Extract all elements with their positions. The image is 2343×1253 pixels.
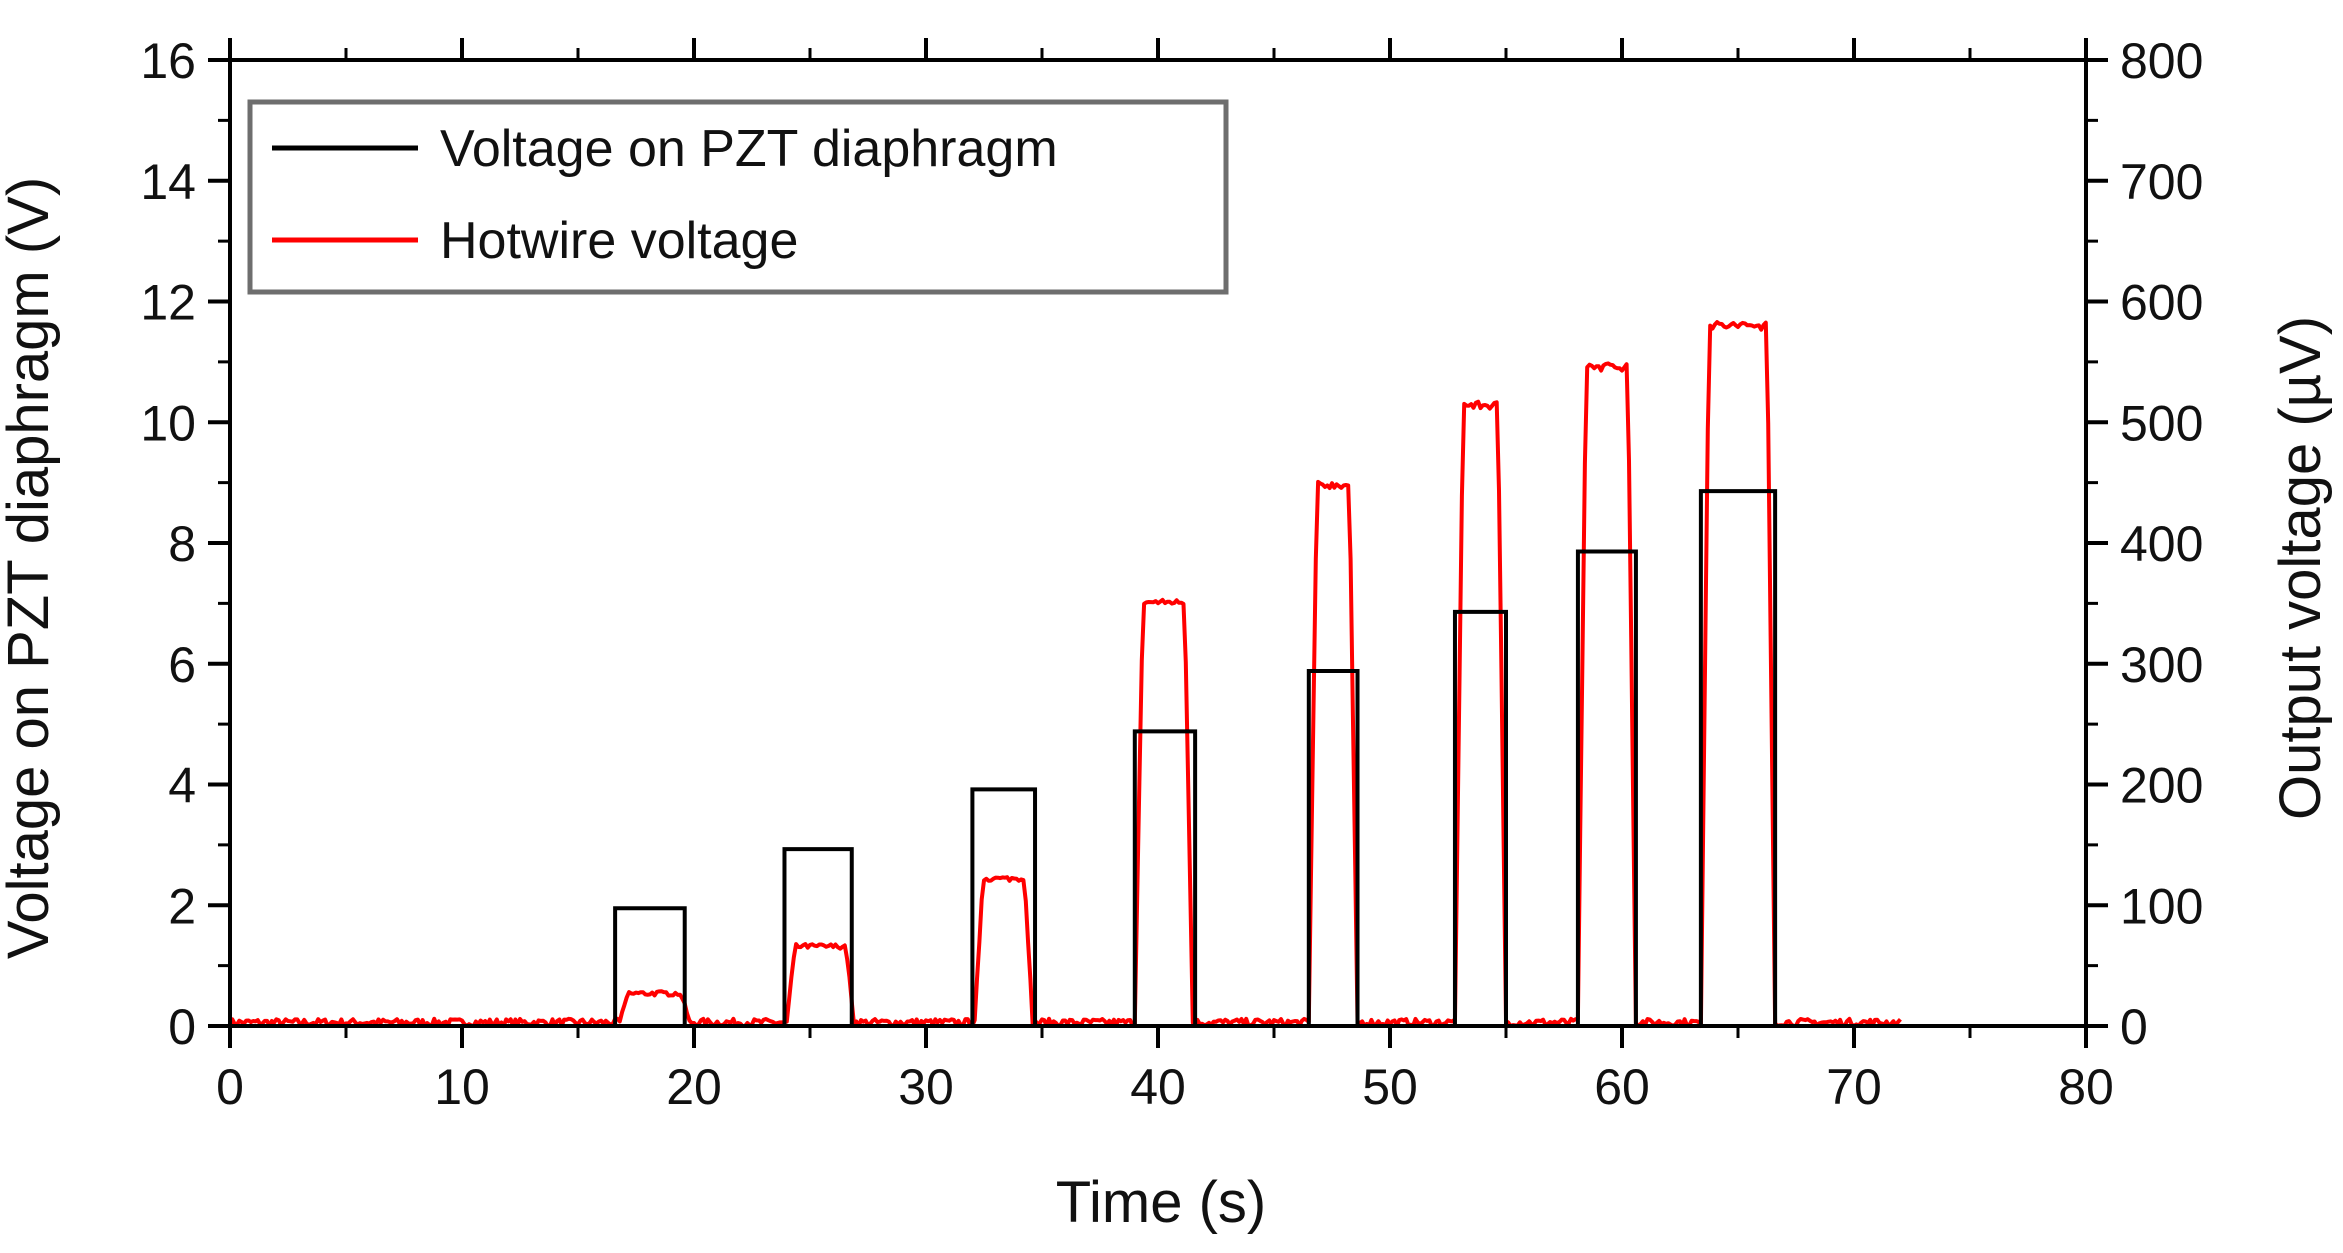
y-right-tick-label: 400: [2120, 516, 2203, 572]
y-left-axis-title: Voltage on PZT diaphragm (V): [0, 177, 61, 959]
x-tick-label: 30: [898, 1059, 954, 1115]
x-tick-label: 0: [216, 1059, 244, 1115]
x-tick-label: 70: [1826, 1059, 1882, 1115]
legend: Voltage on PZT diaphragm Hotwire voltage: [247, 99, 1229, 295]
y-right-tick-label: 300: [2120, 637, 2203, 693]
x-tick-label: 20: [666, 1059, 722, 1115]
x-tick-label: 50: [1362, 1059, 1418, 1115]
y-right-tick-label: 700: [2120, 154, 2203, 210]
x-tick-label: 80: [2058, 1059, 2114, 1115]
x-tick-label: 40: [1130, 1059, 1186, 1115]
legend-label-pzt: Voltage on PZT diaphragm: [440, 120, 1058, 178]
x-tick-label: 10: [434, 1059, 490, 1115]
y-left-tick-label: 16: [140, 33, 196, 89]
legend-label-hotwire: Hotwire voltage: [440, 212, 798, 270]
plot-area: [228, 320, 1902, 1028]
y-left-tick-label: 10: [140, 395, 196, 451]
y-left-tick-label: 14: [140, 154, 196, 210]
y-left-tick-label: 8: [168, 516, 196, 572]
legend-box: [247, 99, 1229, 295]
y-right-axis-title: Output voltage (µV): [2268, 316, 2333, 820]
y-right-tick-label: 100: [2120, 878, 2203, 934]
y-right-tick-label: 600: [2120, 275, 2203, 331]
axes: 0 10 20 30 40 50 60 70 8002468101214160100200300…: [140, 33, 2203, 1115]
x-tick-label: 60: [1594, 1059, 1650, 1115]
y-left-tick-label: 0: [168, 999, 196, 1055]
series-hotwire-line: [228, 320, 1902, 1028]
y-right-tick-label: 800: [2120, 33, 2203, 89]
y-left-tick-label: 4: [168, 758, 196, 814]
y-right-tick-label: 200: [2120, 758, 2203, 814]
x-axis-title: Time (s): [1056, 1170, 1266, 1235]
y-left-tick-label: 12: [140, 275, 196, 331]
y-right-tick-label: 0: [2120, 999, 2148, 1055]
y-left-tick-label: 6: [168, 637, 196, 693]
y-left-tick-label: 2: [168, 878, 196, 934]
y-right-tick-label: 500: [2120, 395, 2203, 451]
